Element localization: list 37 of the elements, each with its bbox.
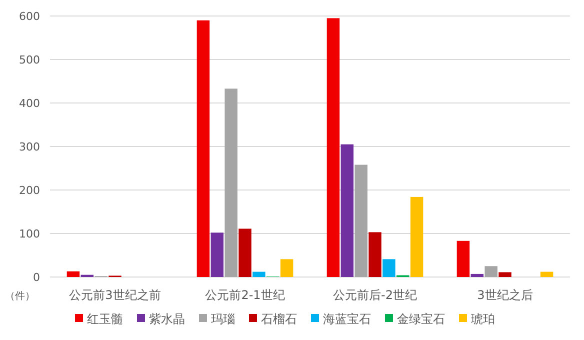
- y-tick-label: 0: [33, 271, 40, 284]
- y-tick-label: 400: [19, 97, 40, 110]
- legend-label: 红玉髓: [87, 312, 123, 326]
- bar: [252, 272, 266, 277]
- bar: [498, 272, 512, 277]
- y-tick-label: 200: [19, 184, 40, 197]
- bar: [340, 144, 354, 277]
- bar: [196, 20, 210, 277]
- bar: [456, 240, 470, 277]
- legend-label: 金绿宝石: [397, 312, 445, 326]
- legend-label: 琥珀: [471, 312, 495, 326]
- legend-label: 玛瑙: [211, 312, 235, 326]
- bar: [66, 271, 80, 277]
- bar: [540, 272, 554, 277]
- legend-label: 石榴石: [261, 312, 297, 326]
- legend-label: 海蓝宝石: [323, 312, 371, 326]
- bar: [484, 266, 498, 277]
- y-tick-label: 600: [19, 10, 40, 23]
- y-tick-label: 100: [19, 228, 40, 240]
- bar: [280, 259, 294, 277]
- bar: [326, 18, 340, 277]
- y-tick-label: 500: [19, 54, 40, 66]
- x-tick-label: 公元前2-1世纪: [205, 288, 285, 302]
- x-tick-label: 公元前后-2世纪: [333, 288, 417, 302]
- bar: [238, 228, 252, 277]
- bar: [224, 88, 238, 277]
- bar: [210, 232, 224, 277]
- y-axis-title: （件）: [5, 291, 35, 302]
- bar: [368, 232, 382, 277]
- x-tick-label: 3世纪之后: [477, 288, 533, 302]
- bar: [382, 259, 396, 277]
- bar: [410, 196, 424, 277]
- bar: [354, 164, 368, 277]
- legend-label: 紫水晶: [149, 312, 185, 326]
- y-tick-label: 300: [19, 140, 40, 154]
- x-tick-label: 公元前3世纪之前: [69, 288, 161, 302]
- bar: [470, 274, 484, 277]
